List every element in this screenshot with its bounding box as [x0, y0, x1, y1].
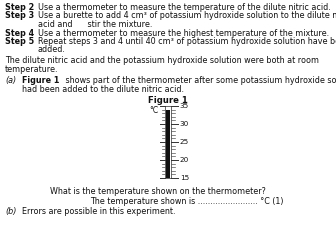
Text: Step 3: Step 3 [5, 12, 34, 20]
Text: added.: added. [38, 46, 66, 54]
Text: (a): (a) [5, 76, 16, 85]
Text: °C: °C [149, 106, 158, 115]
Text: Figure 1: Figure 1 [22, 76, 59, 85]
Text: Use a thermometer to measure the highest temperature of the mixture.: Use a thermometer to measure the highest… [38, 28, 329, 38]
Text: temperature.: temperature. [5, 65, 58, 74]
Text: (b): (b) [5, 207, 16, 216]
Text: 35: 35 [180, 103, 189, 109]
Text: Repeat steps 3 and 4 until 40 cm³ of potassium hydroxide solution have been: Repeat steps 3 and 4 until 40 cm³ of pot… [38, 37, 336, 46]
Text: The dilute nitric acid and the potassium hydroxide solution were both at room: The dilute nitric acid and the potassium… [5, 56, 319, 65]
Text: The temperature shown is ........................ °C (1): The temperature shown is ...............… [90, 197, 284, 205]
Text: Step 2: Step 2 [5, 3, 34, 12]
Text: 25: 25 [180, 139, 189, 145]
Bar [165, 106, 171, 178]
Text: acid and      stir the mixture.: acid and stir the mixture. [38, 20, 152, 29]
Bar [166, 110, 170, 178]
Text: 20: 20 [180, 157, 189, 163]
Text: 15: 15 [180, 175, 189, 181]
Text: Step 4: Step 4 [5, 28, 34, 38]
Text: Use a burette to add 4 cm³ of potassium hydroxide solution to the dilute nitric: Use a burette to add 4 cm³ of potassium … [38, 12, 336, 20]
Text: Figure 1: Figure 1 [148, 96, 188, 105]
Text: shows part of the thermometer after some potassium hydroxide solution: shows part of the thermometer after some… [63, 76, 336, 85]
Text: Errors are possible in this experiment.: Errors are possible in this experiment. [22, 207, 175, 216]
Text: 30: 30 [180, 121, 189, 127]
Text: Use a thermometer to measure the temperature of the dilute nitric acid.: Use a thermometer to measure the tempera… [38, 3, 331, 12]
Text: had been added to the dilute nitric acid.: had been added to the dilute nitric acid… [22, 84, 184, 93]
Text: Step 5: Step 5 [5, 37, 34, 46]
Text: What is the temperature shown on the thermometer?: What is the temperature shown on the the… [50, 187, 266, 196]
